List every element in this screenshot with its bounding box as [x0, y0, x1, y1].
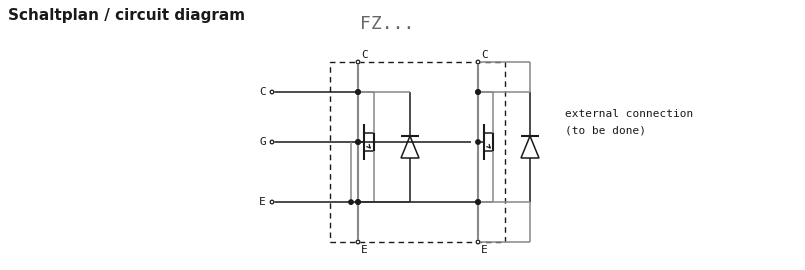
Circle shape	[476, 200, 481, 204]
Circle shape	[270, 200, 274, 204]
Text: E: E	[361, 245, 368, 255]
Text: G: G	[259, 137, 266, 147]
Circle shape	[477, 60, 480, 64]
Circle shape	[270, 140, 274, 144]
Text: E: E	[481, 245, 488, 255]
Text: E: E	[259, 197, 266, 207]
Circle shape	[270, 90, 274, 94]
Circle shape	[349, 200, 353, 204]
Circle shape	[477, 240, 480, 244]
Circle shape	[356, 240, 360, 244]
Text: external connection
(to be done): external connection (to be done)	[565, 109, 693, 135]
Circle shape	[476, 90, 481, 94]
Text: C: C	[259, 87, 266, 97]
Circle shape	[356, 200, 360, 204]
Circle shape	[356, 140, 360, 144]
Circle shape	[356, 200, 360, 204]
Text: Schaltplan / circuit diagram: Schaltplan / circuit diagram	[8, 8, 246, 23]
Text: C: C	[481, 50, 488, 60]
Circle shape	[356, 90, 360, 94]
Text: FZ...: FZ...	[360, 15, 415, 33]
Circle shape	[356, 60, 360, 64]
Text: C: C	[361, 50, 368, 60]
Circle shape	[476, 140, 481, 144]
Circle shape	[476, 90, 481, 94]
Circle shape	[476, 200, 481, 204]
Circle shape	[356, 90, 360, 94]
Circle shape	[356, 140, 360, 144]
